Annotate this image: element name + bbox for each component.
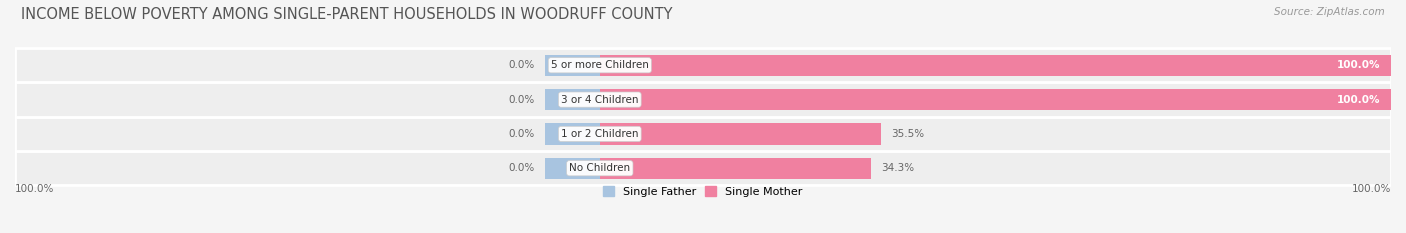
Bar	[600, 123, 880, 144]
Bar	[544, 55, 600, 76]
Text: 100.0%: 100.0%	[1351, 184, 1391, 194]
Bar	[600, 89, 1391, 110]
Text: 5 or more Children: 5 or more Children	[551, 60, 648, 70]
Bar	[15, 48, 1391, 82]
Text: 100.0%: 100.0%	[15, 184, 55, 194]
Bar	[15, 82, 1391, 117]
Bar	[600, 158, 872, 179]
Bar	[600, 55, 1391, 76]
Text: 1 or 2 Children: 1 or 2 Children	[561, 129, 638, 139]
Text: 3 or 4 Children: 3 or 4 Children	[561, 95, 638, 105]
Text: 100.0%: 100.0%	[1337, 60, 1381, 70]
Text: 0.0%: 0.0%	[508, 163, 534, 173]
Text: 0.0%: 0.0%	[508, 60, 534, 70]
Bar	[544, 158, 600, 179]
Text: 0.0%: 0.0%	[508, 95, 534, 105]
Bar	[15, 151, 1391, 185]
Text: 35.5%: 35.5%	[891, 129, 924, 139]
Bar	[544, 89, 600, 110]
Text: 0.0%: 0.0%	[508, 129, 534, 139]
Text: 34.3%: 34.3%	[882, 163, 915, 173]
Text: INCOME BELOW POVERTY AMONG SINGLE-PARENT HOUSEHOLDS IN WOODRUFF COUNTY: INCOME BELOW POVERTY AMONG SINGLE-PARENT…	[21, 7, 672, 22]
Legend: Single Father, Single Mother: Single Father, Single Mother	[603, 186, 803, 197]
Text: Source: ZipAtlas.com: Source: ZipAtlas.com	[1274, 7, 1385, 17]
Text: No Children: No Children	[569, 163, 630, 173]
Text: 100.0%: 100.0%	[1337, 95, 1381, 105]
Bar	[15, 117, 1391, 151]
Bar	[544, 123, 600, 144]
